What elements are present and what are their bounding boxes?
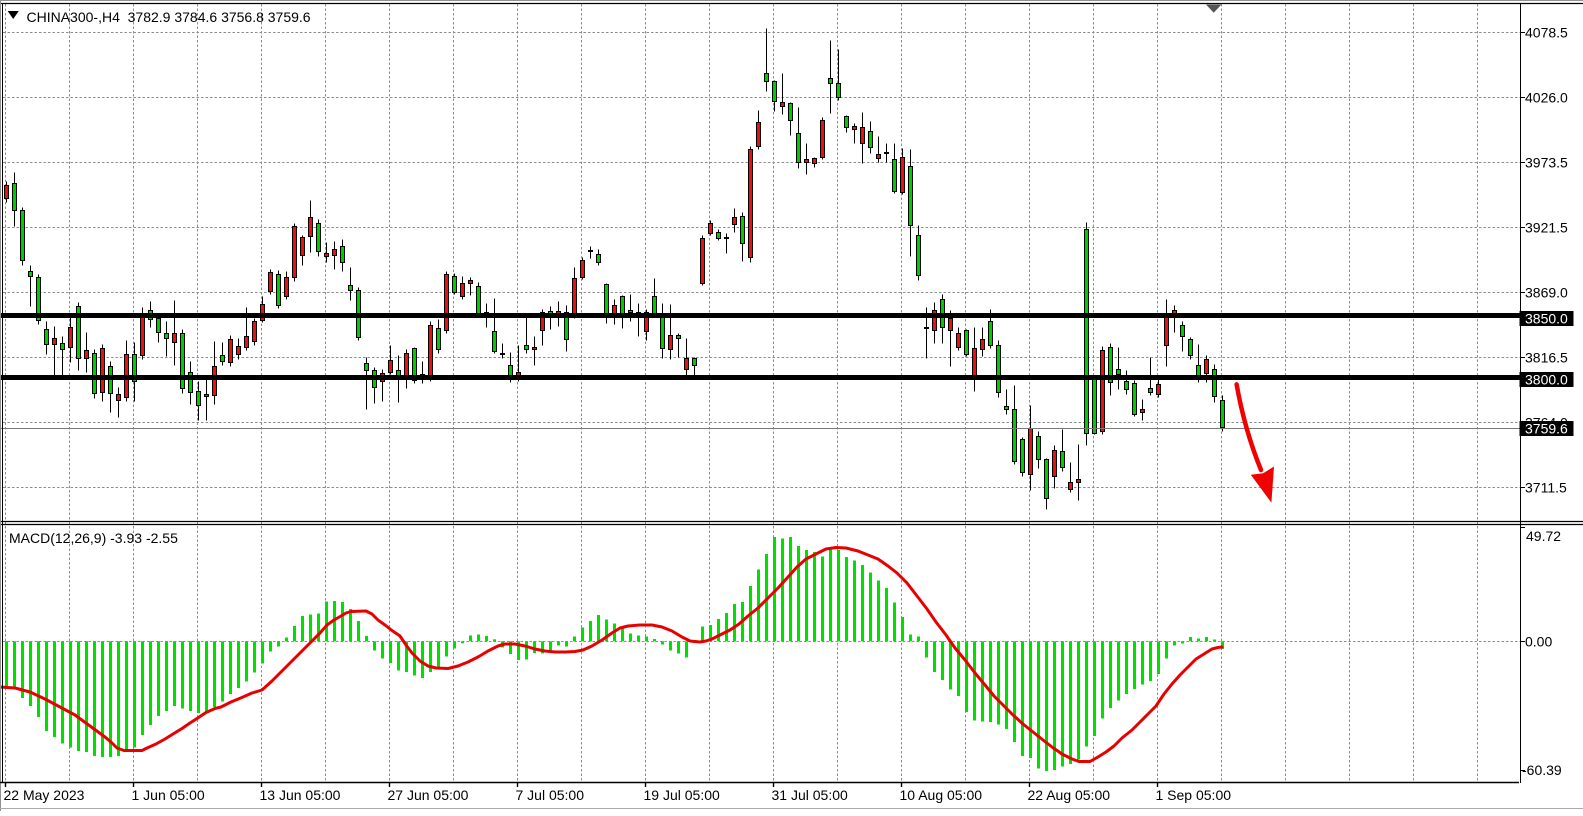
svg-text:3759.6: 3759.6 bbox=[1525, 421, 1568, 437]
svg-text:4026.0: 4026.0 bbox=[1525, 90, 1568, 106]
svg-text:-60.39: -60.39 bbox=[1522, 762, 1562, 778]
svg-text:13 Jun 05:00: 13 Jun 05:00 bbox=[260, 787, 341, 803]
svg-text:1 Sep 05:00: 1 Sep 05:00 bbox=[1156, 787, 1232, 803]
svg-text:22 Aug 05:00: 22 Aug 05:00 bbox=[1028, 787, 1111, 803]
svg-text:MACD(12,26,9) -3.93 -2.55: MACD(12,26,9) -3.93 -2.55 bbox=[9, 530, 178, 546]
svg-text:19 Jul 05:00: 19 Jul 05:00 bbox=[644, 787, 720, 803]
svg-text:3850.0: 3850.0 bbox=[1525, 311, 1568, 327]
svg-text:10 Aug 05:00: 10 Aug 05:00 bbox=[900, 787, 983, 803]
svg-text:CHINA300-,H4 3782.9 3784.6 37: CHINA300-,H4 3782.9 3784.6 3756.8 3759.6 bbox=[27, 9, 311, 25]
svg-text:3973.5: 3973.5 bbox=[1525, 155, 1568, 171]
svg-text:31 Jul 05:00: 31 Jul 05:00 bbox=[772, 787, 848, 803]
svg-text:4078.5: 4078.5 bbox=[1525, 25, 1568, 41]
svg-text:27 Jun 05:00: 27 Jun 05:00 bbox=[388, 787, 469, 803]
svg-text:3869.0: 3869.0 bbox=[1525, 285, 1568, 301]
svg-text:3711.5: 3711.5 bbox=[1525, 480, 1567, 496]
svg-text:7 Jul 05:00: 7 Jul 05:00 bbox=[516, 787, 585, 803]
svg-text:1 Jun 05:00: 1 Jun 05:00 bbox=[132, 787, 205, 803]
svg-text:3921.5: 3921.5 bbox=[1525, 220, 1568, 236]
svg-text:3816.5: 3816.5 bbox=[1525, 350, 1568, 366]
svg-text:22 May 2023: 22 May 2023 bbox=[4, 787, 85, 803]
svg-text:49.72: 49.72 bbox=[1526, 528, 1561, 544]
svg-text:3800.0: 3800.0 bbox=[1525, 372, 1568, 388]
svg-text:0.00: 0.00 bbox=[1525, 633, 1552, 649]
